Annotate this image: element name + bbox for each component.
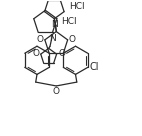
Text: O: O bbox=[58, 49, 65, 58]
Text: O: O bbox=[37, 35, 44, 44]
Text: O: O bbox=[32, 49, 39, 58]
Text: HCl: HCl bbox=[61, 17, 77, 26]
Text: O: O bbox=[53, 87, 60, 96]
Text: HCl: HCl bbox=[69, 2, 85, 11]
Text: N: N bbox=[50, 34, 56, 43]
Text: Cl: Cl bbox=[90, 62, 99, 72]
Text: N: N bbox=[51, 20, 58, 29]
Text: O: O bbox=[69, 35, 76, 44]
